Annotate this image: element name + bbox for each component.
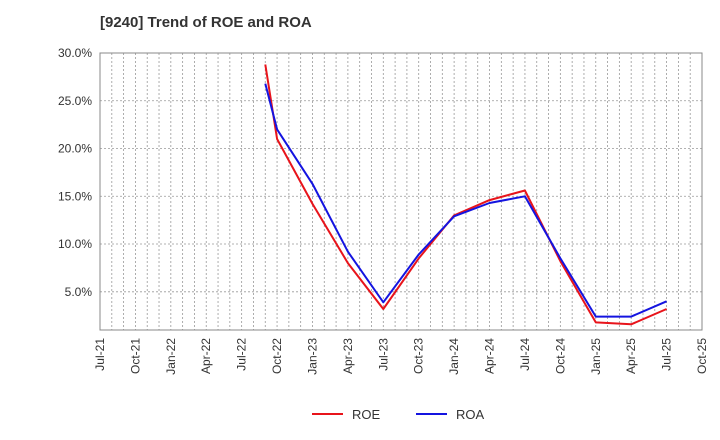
x-tick-label: Apr-25 xyxy=(624,338,638,374)
grid xyxy=(100,53,702,330)
legend: ROE ROA xyxy=(312,407,485,422)
x-tick-label: Oct-21 xyxy=(128,338,142,374)
series-line-roa xyxy=(264,83,667,318)
x-tick-label: Jul-24 xyxy=(518,338,532,371)
x-tick-label: Jul-23 xyxy=(376,338,390,371)
legend-label-roa: ROA xyxy=(456,407,485,422)
x-tick-label: Jan-25 xyxy=(589,338,603,375)
x-tick-label: Jul-25 xyxy=(660,338,674,371)
y-tick-label: 20.0% xyxy=(58,142,92,156)
x-tick-label: Apr-22 xyxy=(199,338,213,374)
x-tick-label: Oct-22 xyxy=(270,338,284,374)
x-tick-label: Oct-25 xyxy=(695,338,709,374)
y-tick-label: 15.0% xyxy=(58,189,92,203)
x-axis-ticks: Jul-21 Oct-21 Jan-22 Apr-22 Jul-22 Oct-22 Jan-… xyxy=(93,338,709,375)
y-axis-ticks: 5.0% 10.0% 15.0% 20.0% 25.0% 30.0% xyxy=(58,46,92,299)
x-tick-label: Jul-21 xyxy=(93,338,107,371)
legend-label-roe: ROE xyxy=(352,407,381,422)
series-lines xyxy=(264,64,667,326)
y-tick-label: 30.0% xyxy=(58,46,92,60)
x-tick-label: Apr-24 xyxy=(483,338,497,374)
x-tick-label: Jan-24 xyxy=(447,338,461,375)
x-tick-label: Oct-23 xyxy=(412,338,426,374)
x-tick-label: Jan-23 xyxy=(305,338,319,375)
y-tick-label: 25.0% xyxy=(58,94,92,108)
y-tick-label: 10.0% xyxy=(58,237,92,251)
x-tick-label: Apr-23 xyxy=(341,338,355,374)
y-tick-label: 5.0% xyxy=(65,285,93,299)
x-tick-label: Oct-24 xyxy=(553,338,567,374)
plot-frame xyxy=(99,52,703,331)
x-tick-label: Jul-22 xyxy=(235,338,249,371)
x-tick-label: Jan-22 xyxy=(164,338,178,375)
chart-title: [9240] Trend of ROE and ROA xyxy=(100,14,312,31)
